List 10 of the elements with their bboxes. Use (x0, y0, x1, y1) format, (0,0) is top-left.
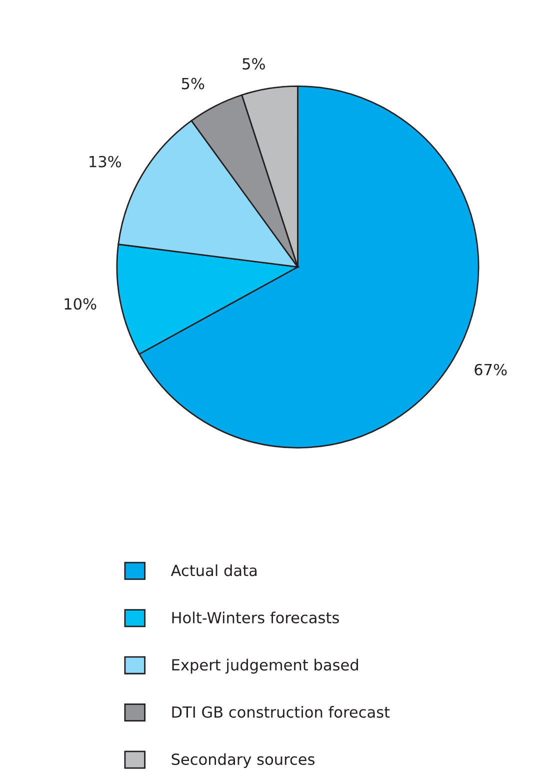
legend-label: Holt-Winters forecasts (172, 612, 339, 624)
legend-label: DTI GB construction forecast (172, 706, 390, 718)
legend-label: Expert judgement based (172, 658, 358, 674)
data-label: 67% (474, 364, 507, 376)
data-label: 13% (90, 156, 122, 168)
data-label: 5% (242, 58, 265, 70)
data-label: 5% (182, 78, 204, 90)
data-label: 10% (64, 298, 96, 310)
legend-label: Actual data (170, 564, 257, 576)
legend-label: Secondary sources (172, 753, 314, 768)
